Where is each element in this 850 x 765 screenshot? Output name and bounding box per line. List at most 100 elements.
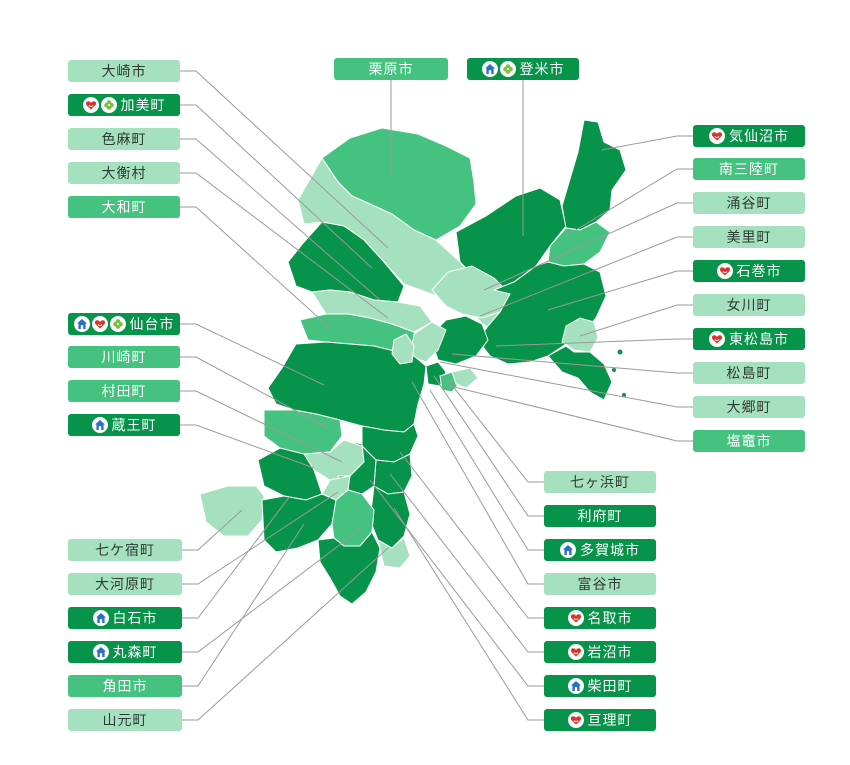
label-text: 岩沼市 (587, 645, 633, 661)
clover-icon (499, 61, 516, 77)
label-kakuda[interactable]: 角田市 (68, 675, 182, 697)
label-icons (567, 644, 584, 660)
house-icon (92, 644, 109, 660)
house-icon (481, 61, 498, 77)
label-tome[interactable]: 登米市 (467, 58, 579, 80)
label-icons (709, 331, 725, 347)
house-icon (92, 610, 109, 626)
label-osaki[interactable]: 大崎市 (68, 60, 180, 82)
label-shibata[interactable]: 柴田町 (544, 675, 656, 697)
label-icons (567, 610, 584, 626)
label-text: 気仙沼市 (729, 129, 789, 145)
label-higashimatsushima[interactable]: 東松島市 (693, 328, 805, 350)
label-icons (567, 712, 584, 728)
label-text: 柴田町 (587, 679, 633, 695)
leader-line-marumori (182, 527, 363, 653)
label-text: 大郷町 (726, 400, 772, 416)
label-icons (709, 128, 725, 144)
leader-line-tomiya (411, 381, 544, 585)
label-text: 名取市 (587, 611, 633, 627)
leader-line-murata (180, 390, 343, 463)
label-text: 加美町 (120, 98, 166, 114)
label-shiogama[interactable]: 塩竈市 (693, 430, 805, 452)
label-text: 七ヶ浜町 (570, 475, 630, 491)
label-text: 大衡村 (101, 166, 147, 182)
heart-icon (91, 316, 108, 332)
label-sendai[interactable]: 仙台市 (68, 313, 180, 335)
heart-icon (716, 263, 733, 279)
leader-line-taiwa (180, 206, 331, 329)
leader-line-misato (479, 236, 693, 317)
label-shiroishi[interactable]: 白石市 (68, 607, 182, 629)
label-shichikashuku[interactable]: 七ケ宿町 (68, 539, 182, 561)
leader-line-taihira (180, 172, 389, 319)
label-taiwa[interactable]: 大和町 (68, 196, 180, 218)
label-tomiya[interactable]: 富谷市 (544, 573, 656, 595)
label-kurihara[interactable]: 栗原市 (334, 58, 448, 80)
label-icons (567, 678, 584, 694)
leader-line-matsushima (451, 353, 693, 374)
region-kawasaki[interactable] (263, 409, 343, 455)
label-ogawara[interactable]: 大河原町 (68, 573, 182, 595)
leader-line-wakuya (483, 202, 693, 291)
label-taihira[interactable]: 大衡村 (68, 162, 180, 184)
region-tomiya[interactable] (391, 333, 415, 365)
label-text: 角田市 (102, 679, 148, 695)
label-text: 利府町 (577, 509, 623, 525)
label-zao[interactable]: 蔵王町 (68, 414, 180, 436)
label-minamisanriku[interactable]: 南三陸町 (693, 158, 805, 180)
label-text: 大崎市 (101, 64, 147, 80)
leader-line-iwanuma (389, 473, 544, 653)
label-onagawa[interactable]: 女川町 (693, 294, 805, 316)
label-yamamoto[interactable]: 山元町 (68, 709, 182, 731)
label-kami[interactable]: 加美町 (68, 94, 180, 116)
region-oshika[interactable] (547, 345, 613, 401)
house-icon (73, 316, 90, 332)
label-shikama[interactable]: 色麻町 (68, 128, 180, 150)
leader-line-shibata (369, 479, 544, 687)
label-kawasaki[interactable]: 川崎町 (68, 346, 180, 368)
label-wakuya[interactable]: 涌谷町 (693, 192, 805, 214)
leader-line-minamisanriku (565, 168, 693, 237)
label-kesennuma[interactable]: 気仙沼市 (693, 125, 805, 147)
label-osato[interactable]: 大郷町 (693, 396, 805, 418)
label-icons (92, 644, 109, 660)
house-icon (567, 678, 584, 694)
label-text: 多賀城市 (580, 543, 640, 559)
label-text: 村田町 (101, 384, 147, 400)
label-text: 蔵王町 (111, 418, 157, 434)
region-shichikashuku[interactable] (199, 485, 265, 537)
label-matsushima[interactable]: 松島町 (693, 362, 805, 384)
region-yamamoto[interactable] (377, 537, 411, 569)
label-iwanuma[interactable]: 岩沼市 (544, 641, 656, 663)
region-higashimatsushima[interactable] (429, 315, 489, 365)
leader-line-shiroishi (182, 495, 291, 619)
label-murata[interactable]: 村田町 (68, 380, 180, 402)
label-natori[interactable]: 名取市 (544, 607, 656, 629)
leader-line-shiogama (449, 385, 693, 442)
label-tagajo[interactable]: 多賀城市 (544, 539, 656, 561)
label-text: 山元町 (102, 713, 148, 729)
leader-line-ishinomaki (547, 270, 693, 311)
label-rifu[interactable]: 利府町 (544, 505, 656, 527)
label-marumori[interactable]: 丸森町 (68, 641, 182, 663)
heart-icon (709, 128, 725, 144)
label-text: 富谷市 (577, 577, 623, 593)
region-shichigahama[interactable] (451, 367, 479, 389)
label-ishinomaki[interactable]: 石巻市 (693, 260, 805, 282)
heart-icon (567, 644, 584, 660)
heart-icon (567, 610, 584, 626)
label-text: 七ケ宿町 (95, 543, 155, 559)
region-kesennuma[interactable] (561, 119, 627, 231)
label-text: 南三陸町 (719, 162, 779, 178)
label-misato[interactable]: 美里町 (693, 226, 805, 248)
label-icons (716, 263, 733, 279)
label-watari[interactable]: 亘理町 (544, 709, 656, 731)
label-text: 石巻市 (736, 264, 782, 280)
region-island (622, 393, 626, 397)
label-shichigahama[interactable]: 七ヶ浜町 (544, 471, 656, 493)
label-text: 美里町 (726, 230, 772, 246)
label-text: 白石市 (112, 611, 158, 627)
leader-line-onagawa (579, 304, 693, 337)
